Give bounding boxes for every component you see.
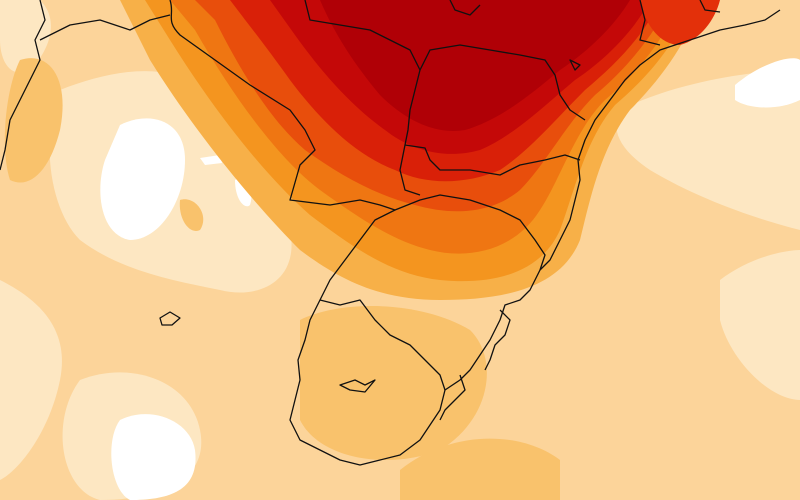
white-spots <box>100 58 800 500</box>
heat-patch-east <box>640 0 720 45</box>
borders <box>0 0 781 466</box>
heat-layer-7 <box>320 0 630 131</box>
orange-regions <box>4 58 560 500</box>
